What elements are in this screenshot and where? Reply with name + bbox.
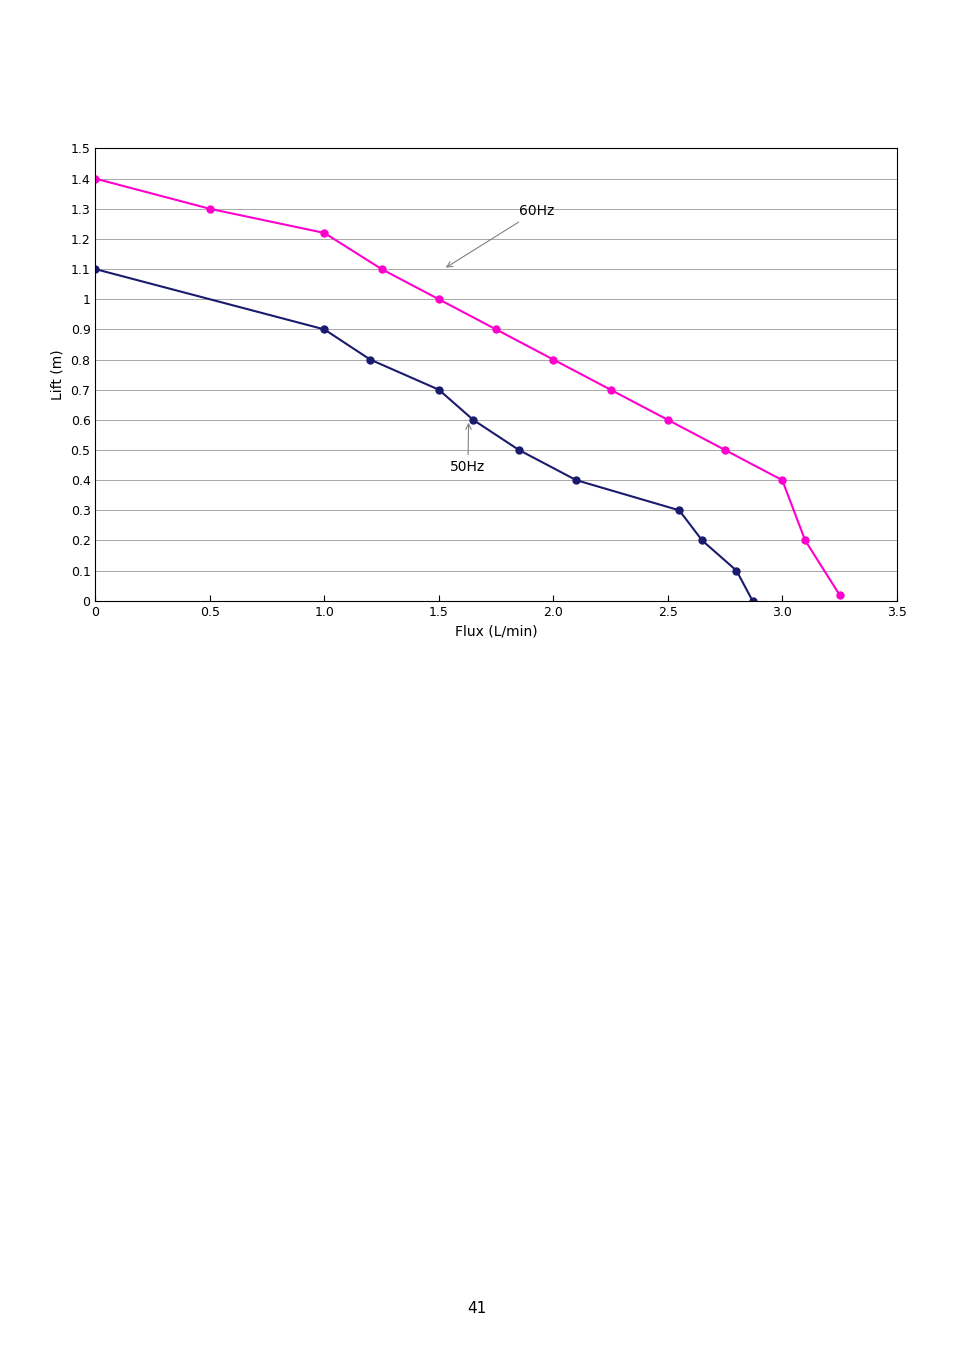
X-axis label: Flux (L/min): Flux (L/min) [455, 624, 537, 639]
Text: 60Hz: 60Hz [446, 204, 554, 267]
Text: Operation method, Flow rate and head (reference data): Operation method, Flow rate and head (re… [237, 50, 716, 65]
Text: 50Hz: 50Hz [450, 424, 485, 474]
Y-axis label: Lift (m): Lift (m) [51, 350, 65, 400]
Text: 41: 41 [467, 1301, 486, 1316]
